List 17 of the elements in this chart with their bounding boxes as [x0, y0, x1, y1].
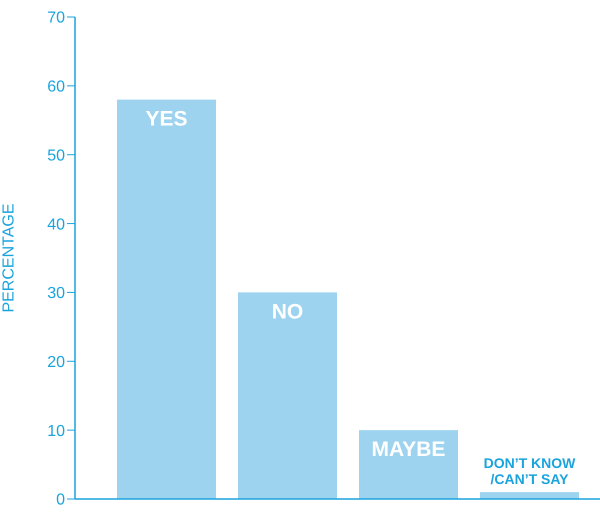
bar: [238, 292, 337, 499]
bar: [117, 100, 216, 499]
x-tick-label: MAYBE: [372, 438, 446, 462]
y-tick-label: 70: [47, 10, 66, 27]
y-tick-label: 50: [47, 147, 66, 164]
x-tick-label: NO: [272, 300, 304, 324]
x-tick-label: DON’T KNOW /CAN’T SAY: [484, 455, 576, 488]
y-tick-label: 40: [47, 216, 66, 234]
bar: [359, 430, 458, 499]
x-tick-label: YES: [145, 108, 188, 131]
y-tick-label: 60: [47, 78, 66, 96]
bar: [480, 492, 579, 499]
y-tick-label: 0: [56, 492, 66, 509]
y-tick-label: 20: [47, 354, 66, 371]
y-tick-label: 30: [47, 285, 66, 302]
y-axis-title: PERCENTAGE: [0, 203, 18, 313]
y-tick-label: 10: [47, 422, 66, 440]
